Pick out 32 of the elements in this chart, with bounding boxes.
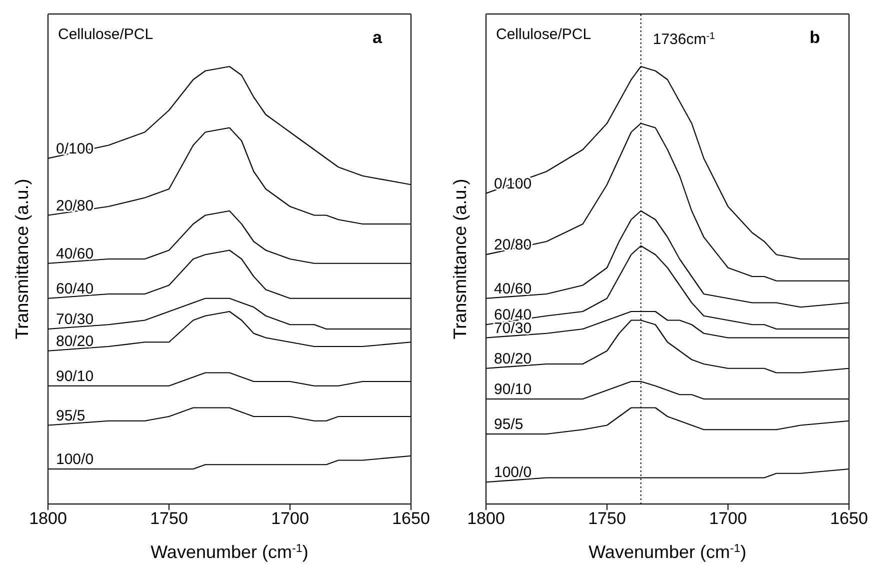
x-tick-label: 1750 [588,509,626,528]
series-label: 40/60 [494,280,532,298]
series-label: 40/60 [56,245,94,262]
series-label: 95/5 [494,416,524,433]
series-label: 70/30 [494,320,532,337]
series-label: 100/0 [56,451,94,468]
x-tick-label: 1800 [29,509,67,528]
x-tick-label: 1650 [392,509,430,528]
series-label: 0/100 [56,140,94,158]
x-tick-label: 1800 [467,509,505,528]
series-label: 80/20 [494,350,532,368]
ref-line-label: 1736cm$^{-1}$ [652,30,715,48]
series-label: 80/20 [56,332,94,350]
text: b [810,28,820,48]
series-label: 90/10 [56,368,94,385]
x-tick-label: 1650 [830,509,868,528]
y-axis-title: Transmittance (a.u.) [12,178,32,340]
y-axis-title: Transmittance (a.u.) [450,178,470,340]
series-label: 70/30 [56,311,94,328]
x-axis-title: Wavenumber (cm$^{-1}$) [150,542,308,562]
series-label: 20/80 [56,197,94,214]
text: Cellulose/PCL [496,26,592,43]
x-tick-label: 1700 [271,509,309,528]
x-tick-label: 1750 [150,509,188,528]
series-label: 95/5 [56,407,86,424]
x-axis-title: Wavenumber (cm$^{-1}$) [588,542,746,562]
series-label: 100/0 [494,464,532,482]
series-label: 60/40 [56,280,94,298]
x-tick-label: 1700 [709,509,747,528]
series-label: 90/10 [494,381,532,398]
text: a [372,28,382,48]
text: Cellulose/PCL [58,26,154,43]
